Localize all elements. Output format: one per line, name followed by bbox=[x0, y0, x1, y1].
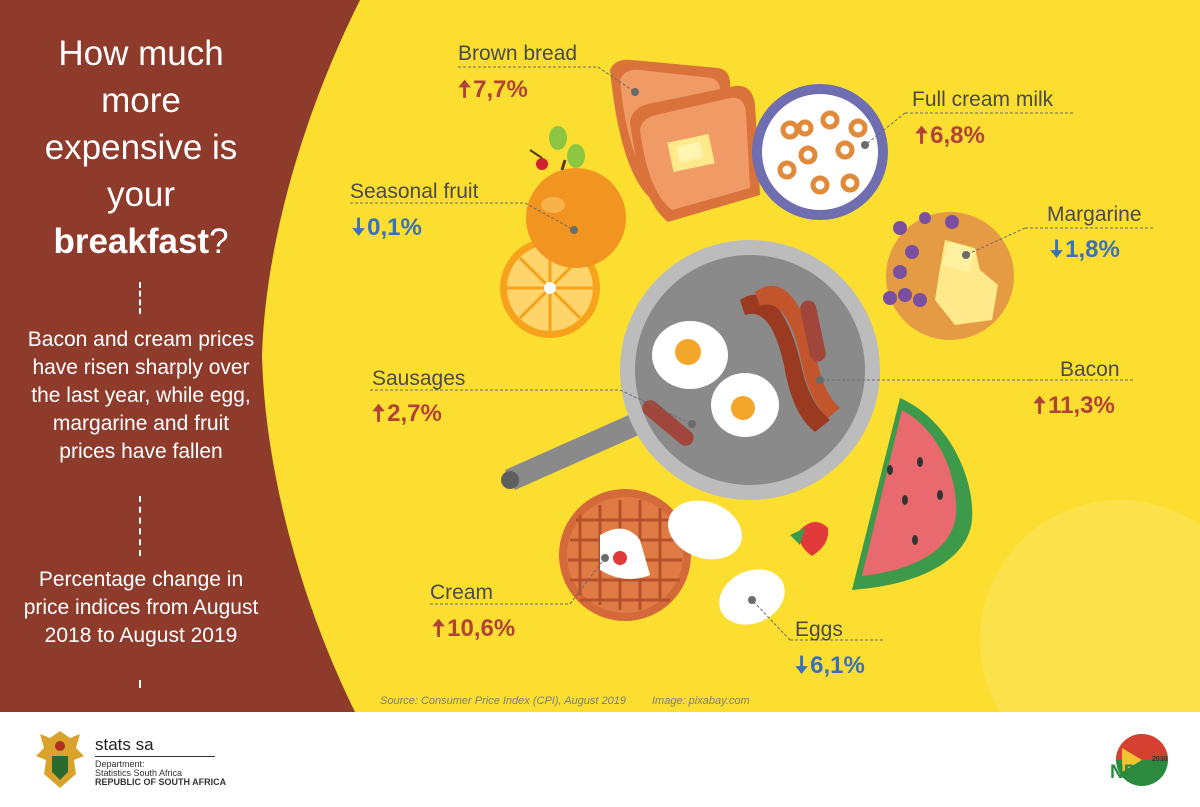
value-sausages: 🠅2,7% bbox=[372, 400, 442, 427]
ndp-year: 2030 bbox=[1152, 756, 1168, 763]
value-margarine: 🠇1,8% bbox=[1050, 236, 1120, 263]
page-title: How much more expensive is your breakfas… bbox=[44, 34, 238, 261]
image-credit: Image: pixabay.com bbox=[652, 695, 750, 707]
infographic-panel: How much more expensive is your breakfas… bbox=[0, 0, 1200, 712]
value-seasonal-fruit: 🠇0,1% bbox=[352, 214, 422, 241]
up-arrow-icon: 🠅 bbox=[432, 615, 446, 642]
title-emphasis: breakfast bbox=[53, 222, 210, 261]
orange-icon bbox=[500, 159, 626, 338]
brand-name: stats sa bbox=[95, 735, 154, 754]
ndp-logo-text: NDP bbox=[1110, 762, 1151, 783]
up-arrow-icon: 🠅 bbox=[458, 76, 472, 103]
value-full-cream-milk: 🠅6,8% bbox=[915, 122, 985, 149]
summary-text: Bacon and cream prices have risen sharpl… bbox=[27, 328, 255, 463]
cereal-bowl-icon bbox=[752, 84, 888, 220]
up-arrow-icon: 🠅 bbox=[1033, 392, 1047, 419]
frying-pan-icon bbox=[501, 240, 880, 500]
source-note: Source: Consumer Price Index (CPI), Augu… bbox=[380, 695, 750, 707]
down-arrow-icon: 🠇 bbox=[795, 652, 809, 679]
left-panel-shape bbox=[0, 0, 360, 712]
margarine-plate-icon bbox=[883, 212, 1014, 340]
down-arrow-icon: 🠇 bbox=[1050, 236, 1064, 263]
brand-divider bbox=[95, 756, 215, 757]
divider bbox=[139, 496, 141, 556]
divider bbox=[139, 282, 141, 314]
value-brown-bread: 🠅7,7% bbox=[458, 76, 528, 103]
label-cream: Cream bbox=[430, 581, 494, 604]
coat-of-arms-icon bbox=[36, 731, 84, 788]
label-bacon: Bacon bbox=[1060, 358, 1120, 381]
watermelon-icon bbox=[852, 398, 973, 590]
value-cream: 🠅10,6% bbox=[432, 615, 516, 642]
label-sausages: Sausages bbox=[372, 367, 466, 390]
up-arrow-icon: 🠅 bbox=[372, 400, 386, 427]
label-margarine: Margarine bbox=[1047, 203, 1142, 226]
department-text: Department: Statistics South Africa REPU… bbox=[95, 759, 227, 787]
label-eggs: Eggs bbox=[795, 618, 843, 641]
grapes-icon bbox=[529, 126, 585, 170]
leader-lines bbox=[350, 66, 1155, 641]
divider bbox=[139, 680, 141, 688]
down-arrow-icon: 🠇 bbox=[352, 214, 366, 241]
label-full-cream-milk: Full cream milk bbox=[912, 88, 1054, 111]
ndp-logo-icon bbox=[1116, 734, 1168, 786]
note-text: Percentage change in price indices from … bbox=[23, 568, 259, 647]
label-brown-bread: Brown bread bbox=[458, 42, 578, 65]
toast-icon bbox=[610, 59, 760, 223]
value-bacon: 🠅11,3% bbox=[1033, 392, 1115, 419]
value-eggs: 🠇6,1% bbox=[795, 652, 865, 679]
footer: NDP 2030 bbox=[0, 712, 1200, 807]
strawberry-icon bbox=[790, 521, 829, 556]
label-seasonal-fruit: Seasonal fruit bbox=[350, 180, 479, 203]
up-arrow-icon: 🠅 bbox=[915, 122, 929, 149]
breakfast-illustration bbox=[500, 59, 1014, 625]
